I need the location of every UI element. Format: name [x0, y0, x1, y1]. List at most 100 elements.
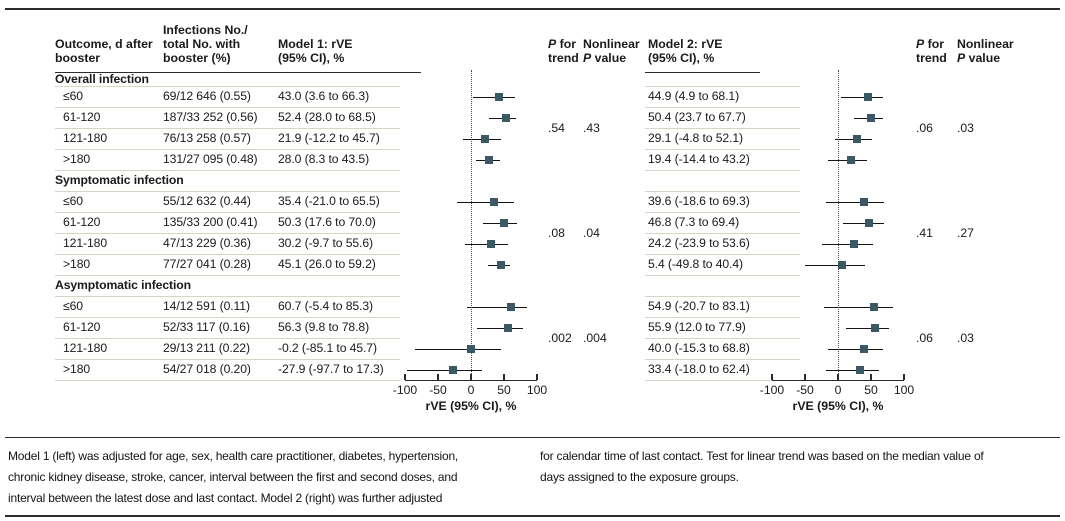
outcome-cell: 61-120 [63, 214, 101, 229]
estimate-marker [863, 93, 872, 102]
estimate-marker [870, 324, 879, 333]
estimate-marker [466, 345, 475, 354]
rve-cell-model1: 35.4 (-21.0 to 65.5) [278, 193, 380, 208]
p-symbol: P [916, 37, 925, 51]
infections-cell: 29/13 211 (0.22) [163, 340, 250, 355]
ci-line [827, 348, 884, 350]
axis-tick-label: 100 [893, 383, 915, 398]
nonlinear-word: Nonlinear [957, 37, 1014, 51]
nonlinear-p-value-model2: .27 [957, 225, 974, 240]
footnote-left-column: Model 1 (left) was adjusted for age, sex… [8, 449, 459, 505]
row-divider [645, 127, 800, 129]
row-divider [55, 85, 400, 87]
p-trend-value-model1: .54 [548, 120, 565, 135]
estimate-marker [856, 366, 865, 375]
rve-cell-model1: 43.0 (3.6 to 66.3) [278, 88, 370, 103]
rve-cell-model2: 55.9 (12.0 to 77.9) [648, 319, 746, 334]
ci-line [473, 96, 515, 98]
axis-tick [437, 374, 439, 380]
rve-cell-model2: 54.9 (-20.7 to 83.1) [648, 298, 750, 313]
outcome-cell: ≤60 [63, 193, 83, 208]
ci-line [824, 306, 893, 308]
infections-cell: 135/33 200 (0.41) [163, 214, 258, 229]
rve-cell-model1: 60.7 (-5.4 to 85.3) [278, 298, 373, 313]
top-rule [5, 8, 1060, 10]
axis-tick-label: -50 [796, 383, 814, 398]
p-symbol: P [548, 37, 557, 51]
estimate-marker [849, 240, 858, 249]
rve-cell-model1: 28.0 (8.3 to 43.5) [278, 151, 370, 166]
row-divider [55, 358, 400, 360]
infections-cell: 76/13 258 (0.57) [163, 130, 251, 145]
row-divider [645, 190, 800, 192]
infections-cell: 77/27 041 (0.28) [163, 256, 251, 271]
infections-cell: 187/33 252 (0.56) [163, 109, 258, 124]
rve-cell-model2: 24.2 (-23.9 to 53.6) [648, 235, 750, 250]
rve-cell-model1: -27.9 (-97.7 to 17.3) [278, 361, 384, 376]
estimate-marker [481, 135, 490, 144]
p-symbol: P [957, 51, 966, 65]
col-header-model1: Model 1: rVE (95% CI), % [278, 37, 353, 65]
outcome-cell: >180 [63, 361, 91, 376]
ci-line [464, 243, 508, 245]
outcome-cell: 61-120 [63, 109, 101, 124]
axis-tick [837, 374, 839, 380]
nonlinear-p-value-model2: .03 [957, 330, 974, 345]
row-divider [645, 106, 800, 108]
ci-line [414, 348, 502, 350]
estimate-marker [860, 345, 869, 354]
row-divider [55, 316, 400, 318]
row-divider [645, 379, 800, 381]
ci-line [457, 201, 515, 203]
rve-cell-model1: 30.2 (-9.7 to 55.6) [278, 235, 373, 250]
axis-tick [470, 374, 472, 380]
estimate-marker [864, 219, 873, 228]
row-divider [645, 169, 800, 171]
ci-line [406, 369, 483, 371]
row-divider [645, 337, 800, 339]
ci-line [467, 306, 528, 308]
infections-cell: 52/33 117 (0.16) [163, 319, 250, 334]
ci-line [841, 96, 883, 98]
p-trend-value-model2: .06 [916, 120, 933, 135]
p-trend-value-model2: .06 [916, 330, 933, 345]
rve-cell-model2: 33.4 (-18.0 to 62.4) [648, 361, 750, 376]
estimate-marker [837, 261, 846, 270]
zero-reference-line [838, 70, 839, 380]
rve-cell-model2: 39.6 (-18.6 to 69.3) [648, 193, 750, 208]
rve-cell-model1: 52.4 (28.0 to 68.5) [278, 109, 376, 124]
rve-cell-model1: 45.1 (26.0 to 59.2) [278, 256, 376, 271]
rve-cell-model2: 40.0 (-15.3 to 68.8) [648, 340, 750, 355]
estimate-marker [448, 366, 457, 375]
estimate-marker [853, 135, 862, 144]
row-divider [55, 148, 400, 150]
rve-cell-model1: 56.3 (9.8 to 78.8) [278, 319, 370, 334]
ci-line [822, 243, 874, 245]
outcome-cell: >180 [63, 256, 91, 271]
for-word: for [927, 37, 945, 51]
row-divider [55, 190, 400, 192]
ci-line [842, 222, 884, 224]
estimate-marker [504, 324, 513, 333]
x-axis-title: rVE (95% CI), % [425, 398, 517, 413]
row-divider [645, 295, 800, 297]
row-divider [645, 253, 800, 255]
axis-tick-label: 0 [834, 383, 842, 398]
outcome-cell: 121-180 [63, 340, 108, 355]
section-label: Asymptomatic infection [55, 277, 191, 292]
outcome-cell: ≤60 [63, 298, 83, 313]
axis-tick-label: -50 [429, 383, 447, 398]
infections-cell: 47/13 229 (0.36) [163, 235, 251, 250]
axis-tick [870, 374, 872, 380]
axis-tick-label: 0 [467, 383, 475, 398]
row-divider [645, 232, 800, 234]
infections-cell: 55/12 632 (0.44) [163, 193, 251, 208]
row-divider [55, 127, 400, 129]
rve-cell-model1: 21.9 (-12.2 to 45.7) [278, 130, 380, 145]
header-underline-left-table [55, 72, 421, 74]
ci-line [845, 327, 890, 329]
axis-tick [536, 374, 538, 380]
ci-line [805, 264, 865, 266]
infections-cell: 69/12 646 (0.55) [163, 88, 251, 103]
